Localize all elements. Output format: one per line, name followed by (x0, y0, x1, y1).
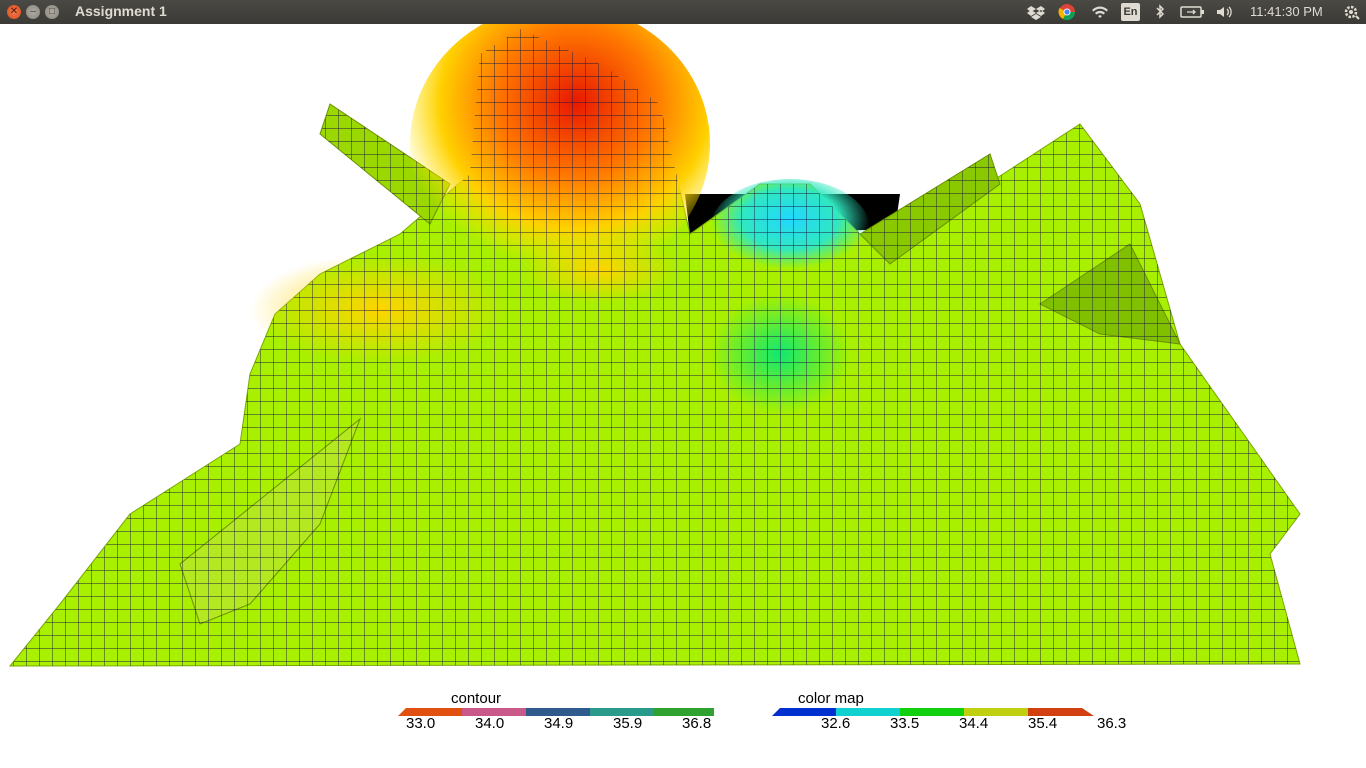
contour-legend-bar (398, 708, 714, 716)
colormap-swatch-2 (836, 708, 900, 716)
colormap-tick: 35.4 (1028, 715, 1058, 732)
colormap-legend-bar (772, 708, 1094, 716)
window-title: Assignment 1 (75, 3, 167, 19)
bluetooth-icon[interactable] (1153, 3, 1167, 21)
minimize-window-button[interactable]: – (26, 5, 40, 19)
colormap-tick: 34.4 (959, 715, 989, 732)
keyboard-language-indicator[interactable]: En (1121, 3, 1140, 21)
contour-tick: 36.8 (682, 715, 712, 732)
colormap-swatch-4 (964, 708, 1028, 716)
contour-swatch-3 (526, 708, 590, 716)
contour-swatch-4 (590, 708, 654, 716)
maximize-window-button[interactable]: □ (45, 5, 59, 19)
contour-legend-title: contour (451, 690, 502, 707)
colormap-swatch-3 (900, 708, 964, 716)
volume-icon[interactable] (1215, 3, 1235, 21)
colormap-tick: 33.5 (890, 715, 920, 732)
chrome-icon[interactable] (1058, 3, 1076, 21)
contour-tick: 33.0 (406, 715, 436, 732)
window-titlebar: ✕ – □ Assignment 1 En 11:41:30 PM (0, 0, 1366, 24)
colormap-legend-title: color map (798, 690, 864, 707)
surface-plot[interactable] (0, 4, 1366, 674)
settings-gear-icon[interactable] (1342, 3, 1360, 21)
contour-tick: 35.9 (613, 715, 643, 732)
contour-tick: 34.9 (544, 715, 574, 732)
battery-icon[interactable] (1180, 3, 1206, 21)
colormap-swatch-5 (1028, 708, 1094, 716)
surface-plot-viewport[interactable] (0, 4, 1366, 674)
contour-swatch-5 (654, 708, 714, 716)
dropbox-icon[interactable] (1027, 3, 1045, 21)
wifi-icon[interactable] (1090, 3, 1110, 21)
clock[interactable]: 11:41:30 PM (1250, 4, 1323, 19)
contour-swatch-1 (398, 708, 462, 716)
colormap-tick: 32.6 (821, 715, 851, 732)
colormap-swatch-1 (772, 708, 836, 716)
close-window-button[interactable]: ✕ (7, 5, 21, 19)
colormap-tick: 36.3 (1097, 715, 1127, 732)
contour-swatch-2 (462, 708, 526, 716)
contour-tick: 34.0 (475, 715, 505, 732)
